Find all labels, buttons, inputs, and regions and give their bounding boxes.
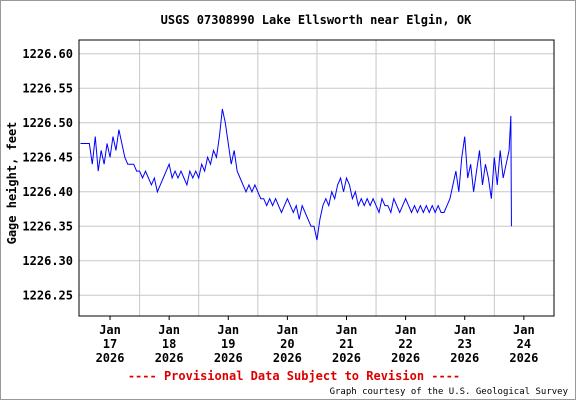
y-tick-label: 1226.55 — [22, 81, 73, 95]
x-tick-label: Jan 17 2026 — [96, 323, 125, 365]
y-axis-label: Gage height, feet — [5, 122, 19, 245]
x-tick-label: Jan 22 2026 — [391, 323, 420, 365]
x-tick-label: Jan 18 2026 — [155, 323, 184, 365]
x-tick-label: Jan 19 2026 — [214, 323, 243, 365]
x-tick-label: Jan 21 2026 — [332, 323, 361, 365]
x-tick-label: Jan 23 2026 — [450, 323, 479, 365]
y-tick-label: 1226.60 — [22, 47, 73, 61]
provisional-note: ---- Provisional Data Subject to Revisio… — [128, 369, 460, 383]
chart-title: USGS 07308990 Lake Ellsworth near Elgin,… — [161, 13, 472, 27]
data-line — [80, 108, 512, 241]
y-tick-label: 1226.45 — [22, 150, 73, 164]
x-tick-label: Jan 24 2026 — [509, 323, 538, 365]
y-tick-label: 1226.35 — [22, 219, 73, 233]
y-tick-label: 1226.50 — [22, 116, 73, 130]
x-tick-label: Jan 20 2026 — [273, 323, 302, 365]
credit: Graph courtesy of the U.S. Geological Su… — [330, 387, 569, 397]
plot-area — [78, 39, 555, 317]
y-tick-label: 1226.30 — [22, 254, 73, 268]
y-tick-label: 1226.25 — [22, 288, 73, 302]
y-tick-label: 1226.40 — [22, 185, 73, 199]
